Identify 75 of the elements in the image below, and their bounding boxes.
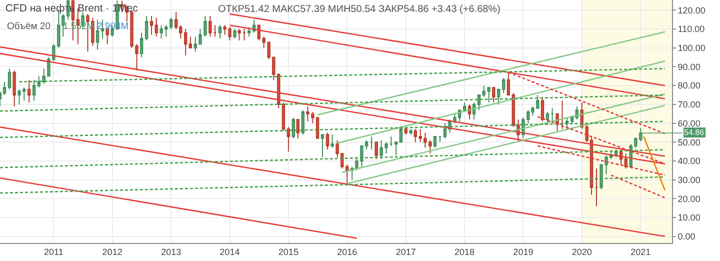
candlestick (144, 15, 148, 41)
x-tick-label: 2017 (396, 246, 416, 257)
candlestick (218, 24, 222, 39)
candlestick (12, 70, 16, 107)
candlestick (326, 132, 330, 150)
candlestick (468, 104, 472, 120)
y-tick-label: 10.00 (678, 212, 700, 223)
candlestick (96, 19, 100, 50)
x-tick-label: 2012 (102, 246, 122, 257)
y-tick-label: 20.00 (678, 194, 700, 204)
candlestick (247, 26, 251, 38)
candlestick (242, 28, 246, 41)
candlestick (188, 36, 192, 48)
candlestick (296, 119, 300, 139)
y-tick-label: 30.00 (678, 175, 700, 185)
candlestick (32, 79, 36, 102)
x-tick-label: 2020 (572, 246, 592, 257)
candlestick (472, 102, 476, 120)
y-tick-label: 100.00 (678, 43, 706, 54)
candlestick (292, 117, 296, 139)
candlestick (433, 136, 437, 148)
candlestick (286, 126, 290, 152)
candlestick (208, 15, 212, 38)
y-tick-label: 50.00 (678, 137, 700, 148)
candlestick (409, 128, 412, 136)
candlestick (414, 128, 417, 143)
candlestick (438, 136, 442, 143)
candlestick (560, 100, 564, 130)
x-tick-label: 2015 (278, 246, 298, 257)
candlestick (594, 168, 598, 207)
annotation: Объём 20 (7, 21, 50, 32)
x-tick-label: 2016 (337, 246, 358, 257)
candlestick (506, 72, 510, 96)
y-tick-label: 120.00 (678, 5, 706, 16)
candlestick (213, 24, 217, 38)
candlestick (301, 110, 304, 136)
candlestick (150, 15, 154, 36)
y-tick-label: 110.00 (678, 24, 705, 34)
x-tick-label: 2011 (44, 246, 64, 257)
x-tick-label: 2014 (220, 246, 240, 257)
candlestick (140, 32, 144, 58)
x-tick-label: 2018 (454, 246, 475, 257)
candlestick (154, 17, 158, 38)
x-tick-label: 2013 (161, 246, 182, 257)
y-tick-label: 0.00 (678, 232, 696, 242)
candlestick (497, 88, 500, 105)
candlestick (370, 136, 374, 150)
candlestick (184, 28, 188, 56)
y-tick-label: 80.00 (678, 80, 700, 91)
candlestick (502, 78, 506, 94)
candlestick (462, 102, 466, 112)
y-tick-label: 40.00 (678, 156, 700, 166)
candlestick (233, 28, 236, 39)
candlestick (540, 96, 544, 122)
candlestick (330, 134, 334, 148)
annotation: 54.86 (684, 128, 705, 137)
candlestick (282, 102, 286, 132)
candlestick (320, 134, 324, 158)
candlestick (345, 164, 349, 186)
y-tick-label: 60.00 (678, 118, 700, 128)
candlestick (374, 142, 378, 160)
chart-subtitle: ОТКР51.42 МАКС57.39 МИН50.54 ЗАКР54.86 +3.43 (+6.68%) (218, 4, 500, 15)
candlestick (399, 128, 403, 143)
candlestick (550, 108, 554, 122)
candlestick (8, 68, 12, 90)
x-tick-label: 2019 (513, 246, 534, 257)
candlestick (492, 86, 496, 104)
candlestick (238, 28, 241, 41)
candlestick (27, 79, 31, 104)
candlestick (37, 76, 40, 88)
candlestick (394, 142, 398, 156)
x-tick-label: 2021 (630, 246, 651, 257)
y-tick-label: 90.00 (678, 62, 700, 72)
candlestick (390, 136, 393, 146)
y-tick-label: 70.00 (678, 100, 700, 110)
